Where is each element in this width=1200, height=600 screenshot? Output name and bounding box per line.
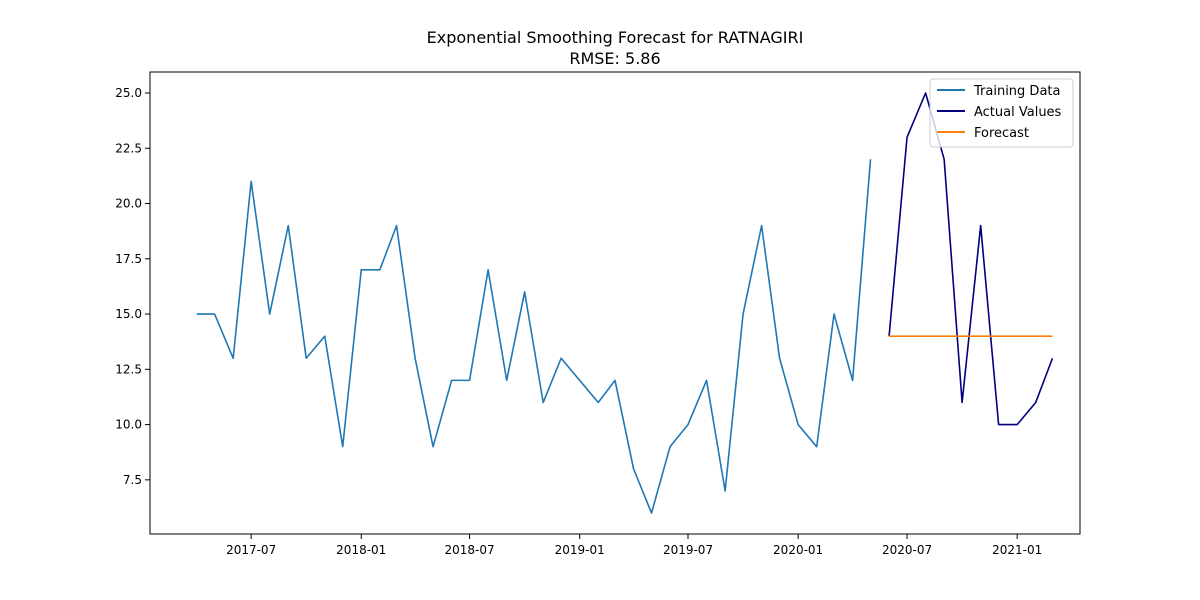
x-tick-label: 2020-07 bbox=[882, 543, 932, 557]
legend-label-actual-values: Actual Values bbox=[974, 105, 1062, 120]
legend: Training Data Actual Values Forecast bbox=[929, 78, 1074, 148]
plot-frame bbox=[149, 71, 1081, 535]
y-tick-label: 20.0 bbox=[115, 197, 142, 211]
x-tick-label: 2020-01 bbox=[773, 543, 823, 557]
x-tick-label: 2019-07 bbox=[663, 543, 713, 557]
x-tick-label: 2018-01 bbox=[336, 543, 386, 557]
y-tick-label: 15.0 bbox=[115, 307, 142, 321]
x-axis: 2017-07 2018-01 2018-07 2019-01 2019-07 2020-… bbox=[226, 534, 1042, 557]
x-tick-label: 2019-01 bbox=[555, 543, 605, 557]
chart-title: Exponential Smoothing Forecast for RATNA… bbox=[427, 28, 804, 47]
plot-lines bbox=[196, 92, 1054, 514]
y-axis: 7.5 10.0 12.5 15.0 17.5 20.0 22.5 25.0 bbox=[115, 86, 150, 487]
chart-subtitle: RMSE: 5.86 bbox=[569, 49, 660, 68]
x-tick-label: 2017-07 bbox=[226, 543, 276, 557]
y-tick-label: 10.0 bbox=[115, 418, 142, 432]
y-tick-label: 22.5 bbox=[115, 141, 142, 155]
legend-label-training-data: Training Data bbox=[973, 84, 1060, 99]
series-line-training-data bbox=[196, 159, 872, 514]
y-tick-label: 25.0 bbox=[115, 86, 142, 100]
x-tick-label: 2021-01 bbox=[992, 543, 1042, 557]
legend-box bbox=[929, 78, 1074, 148]
y-tick-label: 12.5 bbox=[115, 362, 142, 376]
series-line-actual-values bbox=[888, 92, 1054, 426]
legend-label-forecast: Forecast bbox=[974, 126, 1029, 141]
x-tick-label: 2018-07 bbox=[445, 543, 495, 557]
y-tick-label: 7.5 bbox=[123, 473, 142, 487]
y-tick-label: 17.5 bbox=[115, 252, 142, 266]
